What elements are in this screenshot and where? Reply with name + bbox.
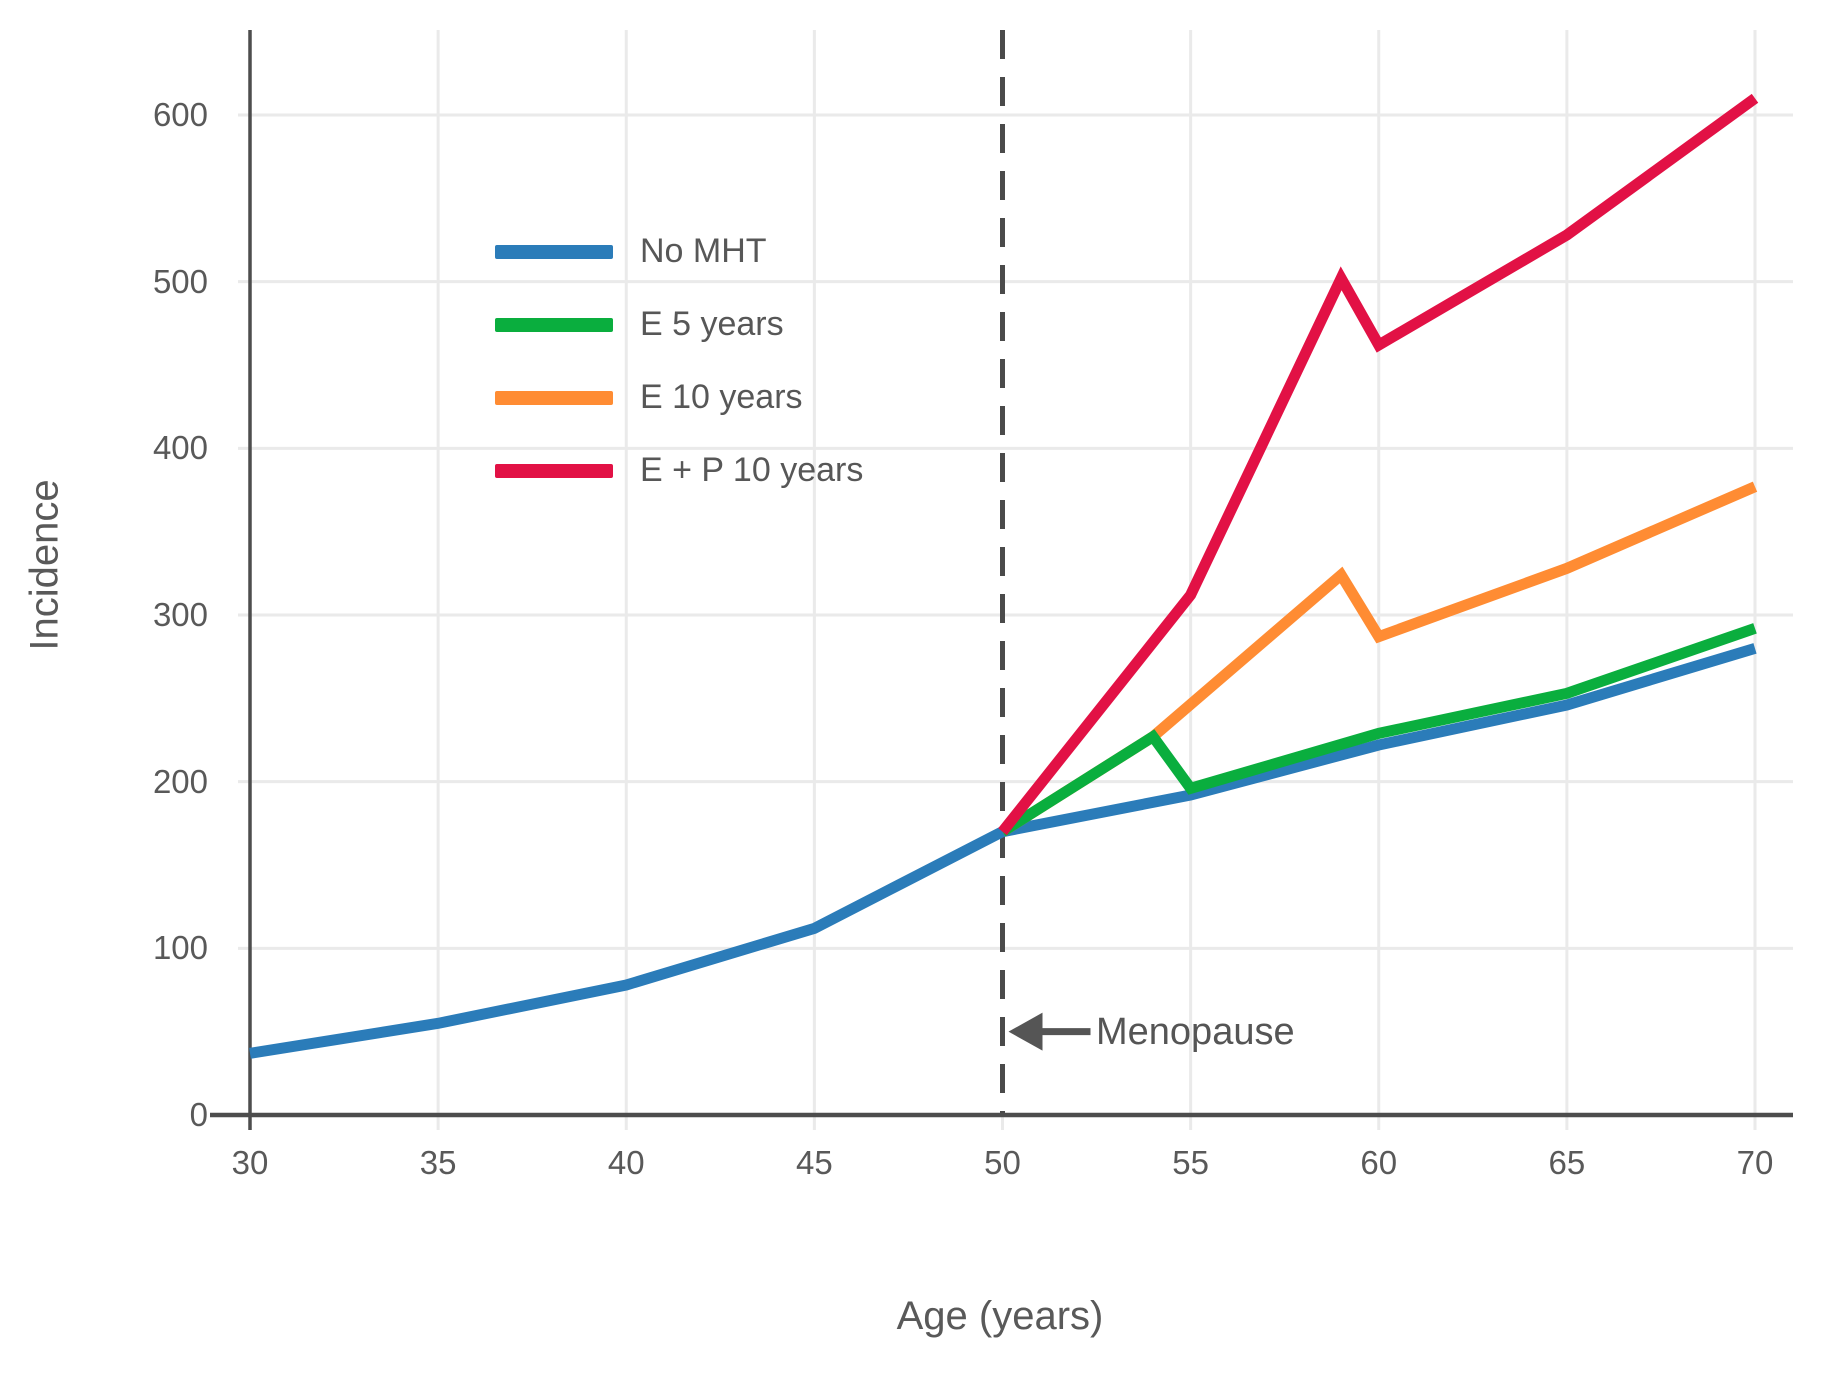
y-tick-label-100: 100 xyxy=(152,929,208,967)
x-tick-label-70: 70 xyxy=(1736,1144,1774,1181)
x-tick-label-30: 30 xyxy=(231,1144,269,1181)
y-tick-label-0: 0 xyxy=(189,1096,208,1133)
series-line-e-5-years xyxy=(999,623,1757,837)
menopause-arrow-head xyxy=(1008,1012,1043,1051)
x-tick-label-60: 60 xyxy=(1360,1144,1398,1181)
y-tick-label-500: 500 xyxy=(152,262,208,300)
legend: No MHT E 5 years E 10 years E + P 10 yea… xyxy=(495,215,863,507)
legend-item-no-mht: No MHT xyxy=(495,215,863,288)
y-tick-label-200: 200 xyxy=(152,762,208,800)
legend-swatch-no-mht xyxy=(495,244,613,259)
legend-swatch-e-5-years xyxy=(495,317,613,332)
legend-swatch-e-p-10-years xyxy=(495,463,613,478)
y-tick-label-600: 600 xyxy=(152,96,208,133)
x-tick-label-55: 55 xyxy=(1172,1144,1209,1181)
legend-label-e-5-years: E 5 years xyxy=(640,305,784,343)
y-tick-label-400: 400 xyxy=(152,429,208,467)
series-line-e-p-10-years xyxy=(998,93,1759,836)
legend-label-e-p-10-years: E + P 10 years xyxy=(640,451,864,489)
legend-swatch-e-10-years xyxy=(495,390,613,405)
legend-item-e-5-years: E 5 years xyxy=(495,288,863,361)
x-tick-label-45: 45 xyxy=(796,1144,833,1181)
legend-label-e-10-years: E 10 years xyxy=(640,378,803,416)
x-tick-label-50: 50 xyxy=(984,1144,1021,1181)
x-axis-title: Age (years) xyxy=(896,1294,1104,1338)
x-tick-label-65: 65 xyxy=(1548,1144,1586,1181)
legend-label-no-mht: No MHT xyxy=(640,232,767,270)
x-tick-label-35: 35 xyxy=(419,1144,457,1181)
legend-item-e-10-years: E 10 years xyxy=(495,361,863,434)
legend-item-e-p-10-years: E + P 10 years xyxy=(495,434,863,507)
x-tick-label-40: 40 xyxy=(607,1144,645,1181)
y-axis-title: Incidence xyxy=(22,479,67,651)
y-tick-label-300: 300 xyxy=(152,596,208,633)
menopause-annotation-text: Menopause xyxy=(1096,1011,1295,1053)
